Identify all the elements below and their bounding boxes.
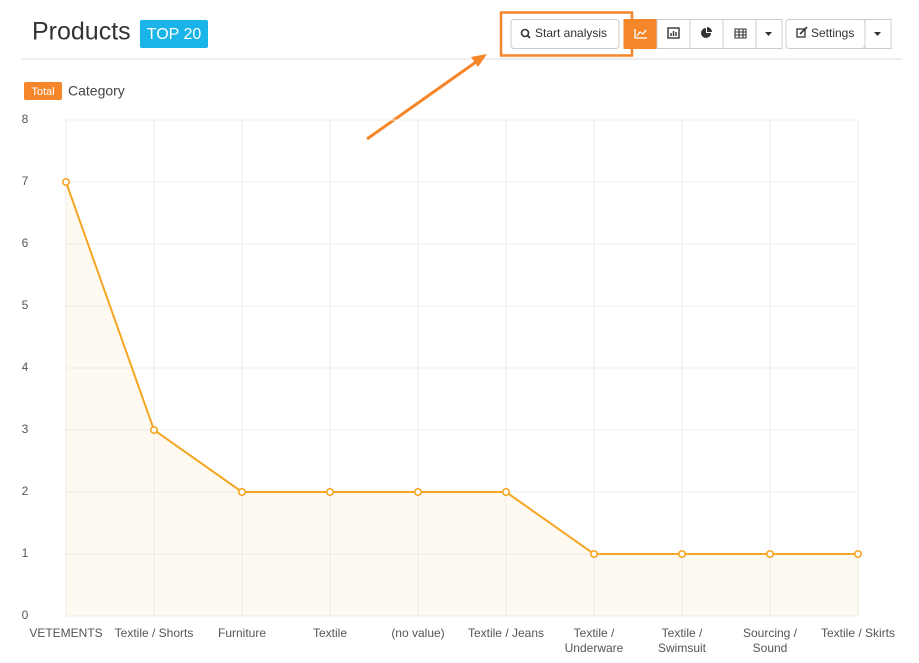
badge-text: TOP 20: [147, 26, 202, 43]
point: [677, 549, 686, 558]
icon: [707, 27, 712, 32]
icon: [636, 29, 647, 37]
icon: [667, 27, 680, 39]
icon: [634, 29, 647, 39]
point: [325, 487, 334, 496]
y-tick-label: 1: [22, 546, 29, 560]
x-tick-label: Textile / Underware: [564, 626, 624, 655]
line-view-button[interactable]: [623, 19, 658, 49]
x-tick-label: Textile / Skirts: [820, 626, 895, 640]
series-badge: [24, 82, 62, 100]
y-tick-label: 7: [22, 174, 29, 188]
arrow: [366, 60, 477, 141]
icon: [734, 28, 747, 39]
x-tick-label: Textile / Jeans: [467, 626, 545, 640]
x-tick-label: Textile: [312, 626, 347, 640]
x-tick-label: (no value): [391, 626, 445, 640]
y-tick-label: 0: [22, 608, 29, 622]
caret: [765, 32, 772, 36]
area: [66, 182, 858, 616]
point: [765, 549, 774, 558]
icon: [701, 28, 711, 38]
point: [853, 549, 862, 558]
point: [61, 178, 70, 187]
y-tick-label: 6: [22, 236, 29, 250]
line: [65, 181, 858, 555]
axis-title: Category: [68, 83, 125, 99]
x-tick-label: Textile / Swimsuit: [657, 626, 706, 655]
y-tick-label: 2: [22, 484, 29, 498]
analysis-button[interactable]: Start analysis: [510, 19, 620, 49]
x-tick-label: Textile / Shorts: [114, 626, 194, 640]
caret: [874, 32, 881, 36]
page-title: Products: [32, 18, 131, 46]
y-tick-label: 5: [22, 298, 29, 312]
y-tick-label: 8: [22, 112, 29, 126]
point: [413, 487, 422, 496]
y-tick-label: 3: [22, 422, 29, 436]
x-tick-label: Furniture: [217, 626, 267, 640]
badge: [140, 20, 208, 48]
point: [589, 549, 598, 558]
icon: [670, 31, 677, 36]
point: [150, 425, 159, 434]
button-label: Start analysis: [535, 26, 607, 40]
button-label: Settings: [811, 26, 854, 40]
legend-label: Total: [31, 86, 54, 98]
settings-button[interactable]: Settings: [785, 19, 866, 49]
y-tick-label: 4: [22, 360, 29, 374]
point: [501, 487, 510, 496]
x-tick-label: Sourcing / Sound: [742, 626, 798, 655]
x-tick-label: VETEMENTS: [29, 626, 103, 640]
arrowhead: [471, 54, 487, 67]
point: [238, 487, 247, 496]
